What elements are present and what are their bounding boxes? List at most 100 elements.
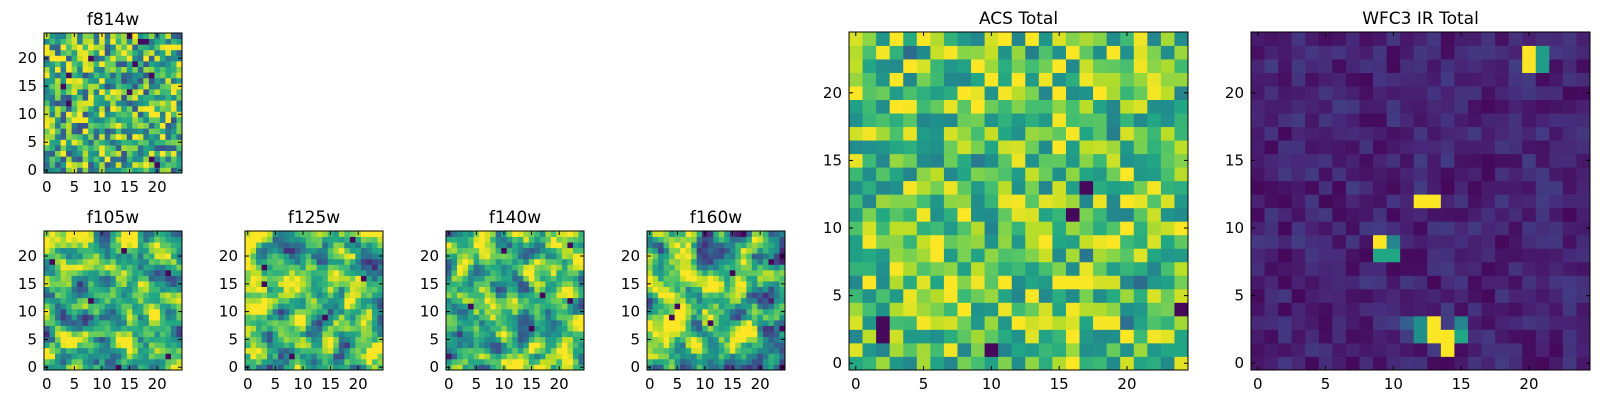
heatmap-cell	[652, 358, 659, 365]
heatmap-cell	[1251, 342, 1265, 357]
heatmap-cell	[1106, 329, 1121, 344]
heatmap-cell	[1264, 180, 1279, 195]
heatmap-cell	[104, 105, 111, 112]
y-tick-label: 20	[219, 247, 238, 265]
heatmap-cell	[1291, 99, 1306, 114]
heatmap-cell	[60, 319, 67, 326]
heatmap-cell	[1079, 153, 1094, 168]
heatmap-cell	[652, 242, 659, 249]
heatmap-cell	[366, 319, 373, 326]
heatmap-cell	[457, 297, 463, 304]
heatmap-cell	[680, 319, 687, 326]
heatmap-cell	[998, 275, 1013, 290]
heatmap-cell	[1065, 99, 1080, 114]
heatmap-cell	[71, 308, 78, 315]
heatmap-cell	[998, 342, 1013, 357]
heatmap-cell	[998, 194, 1013, 209]
heatmap-cell	[578, 292, 585, 299]
heatmap-cell	[322, 325, 329, 332]
heatmap-cell	[126, 303, 133, 310]
heatmap-cell	[1427, 140, 1442, 155]
heatmap-cell	[517, 358, 524, 365]
heatmap-cell	[916, 302, 931, 317]
heatmap-cell	[88, 242, 95, 249]
heatmap-cell	[663, 325, 670, 332]
heatmap-cell	[1522, 86, 1537, 100]
heatmap-cell	[60, 286, 67, 293]
heatmap-cell	[344, 331, 351, 338]
heatmap-cell	[479, 247, 486, 254]
heatmap-cell	[104, 33, 111, 39]
heatmap-cell	[110, 231, 117, 237]
heatmap-cell	[176, 77, 183, 84]
heatmap-cell	[165, 145, 172, 151]
heatmap-cell	[501, 314, 508, 321]
heatmap-cell	[349, 253, 356, 260]
heatmap-cell	[66, 167, 72, 174]
heatmap-cell	[93, 231, 100, 237]
heatmap-cell	[355, 297, 362, 304]
heatmap-cell	[1345, 126, 1360, 141]
heatmap-cell	[55, 61, 61, 67]
heatmap-cell	[261, 292, 268, 299]
heatmap-cell	[1522, 234, 1537, 249]
heatmap-cell	[278, 275, 285, 282]
heatmap-cell	[121, 72, 128, 79]
heatmap-cell	[159, 236, 166, 243]
heatmap-cell	[984, 59, 999, 73]
heatmap-cell	[1291, 356, 1306, 371]
heatmap-cell	[99, 303, 106, 310]
heatmap-cell	[338, 342, 345, 349]
heatmap-cell	[1508, 342, 1523, 357]
heatmap-cell	[903, 207, 918, 222]
heatmap-cell	[110, 303, 117, 310]
heatmap-cell	[490, 325, 497, 332]
heatmap-cell	[1291, 140, 1306, 155]
heatmap-cells	[245, 231, 384, 371]
heatmap-cell	[746, 286, 753, 293]
axes-frame	[646, 230, 786, 371]
heatmap-cell	[702, 303, 709, 310]
heatmap-cell	[724, 364, 731, 371]
heatmap-cell	[99, 55, 106, 62]
heatmap-cell	[165, 342, 172, 349]
heatmap-cell	[360, 347, 367, 354]
heatmap-cell	[751, 325, 758, 332]
heatmap-cell	[468, 264, 474, 271]
heatmap-cell	[490, 364, 497, 371]
heatmap-cell	[971, 288, 985, 303]
heatmap-cell	[1386, 126, 1401, 141]
heatmap-cell	[528, 236, 535, 243]
heatmap-cell	[278, 347, 285, 354]
heatmap-cell	[707, 253, 714, 260]
heatmap-cell	[289, 231, 296, 237]
heatmap-cell	[93, 364, 100, 371]
heatmap-cell	[1440, 140, 1455, 155]
heatmap-cell	[1174, 329, 1189, 344]
heatmap-cell	[1576, 45, 1591, 60]
heatmap-cell	[762, 347, 769, 354]
heatmap-cell	[1011, 180, 1026, 195]
heatmap-cell	[718, 253, 725, 260]
heatmap-cell	[1305, 113, 1320, 128]
heatmap-cell	[1522, 180, 1537, 195]
heatmap-cell	[104, 167, 111, 174]
heatmap-cell	[916, 194, 931, 209]
heatmap-cell	[903, 32, 918, 46]
heatmap-cell	[115, 94, 122, 101]
heatmap-cell	[1065, 45, 1080, 60]
heatmap-cell	[479, 258, 486, 265]
heatmap-cell	[1495, 180, 1510, 195]
heatmap-cell	[545, 275, 552, 282]
heatmap-cell	[534, 286, 541, 293]
heatmap-cell	[366, 336, 373, 343]
heatmap-cell	[1562, 99, 1577, 114]
heatmap-cell	[60, 347, 67, 354]
heatmap-cell	[71, 331, 78, 338]
heatmap-cell	[1174, 86, 1189, 100]
heatmap-cell	[104, 342, 111, 349]
heatmap-cell	[1386, 342, 1401, 357]
heatmap-cell	[355, 242, 362, 249]
heatmap-cell	[512, 303, 519, 310]
